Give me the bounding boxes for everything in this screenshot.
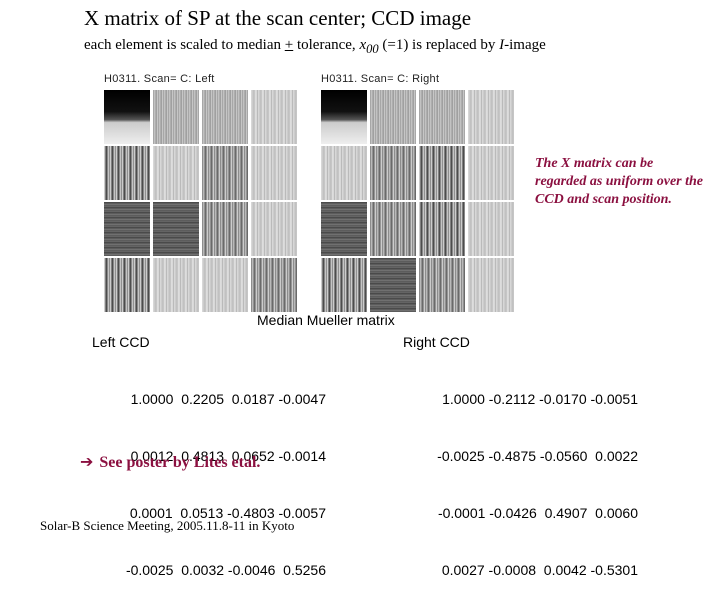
poster-reference: ➔ See poster by Lites etal. [80,452,260,472]
right-tile-3-3 [468,258,514,312]
subtitle-part1: each element is scaled to median [84,37,285,53]
right-ccd-image-grid [321,90,514,312]
arrow-right-icon: ➔ [80,452,94,471]
left-tile-3-3 [251,258,297,312]
left-ccd-label: Left CCD [92,334,150,350]
right-ccd-row: -0.0001 -0.0426 0.4907 0.0060 [437,505,638,521]
left-tile-0-2 [202,90,248,144]
left-tile-2-0 [104,202,150,256]
left-tile-0-1 [153,90,199,144]
subtitle-part2: tolerance, [293,37,360,53]
right-tile-3-1 [370,258,416,312]
subtitle-i-image: I [499,37,505,53]
right-tile-2-1 [370,202,416,256]
left-tile-1-3 [251,146,297,200]
left-ccd-image-grid [104,90,297,312]
left-tile-3-0 [104,258,150,312]
median-matrix-title: Median Mueller matrix [257,312,395,328]
right-tile-0-2 [419,90,465,144]
left-ccd-row: 1.0000 0.2205 0.0187 -0.0047 [130,391,326,407]
right-tile-1-1 [370,146,416,200]
left-tile-0-3 [251,90,297,144]
footer-text: Solar-B Science Meeting, 2005.11.8-11 in… [40,518,295,533]
right-ccd-matrix: 1.0000 -0.2112 -0.0170 -0.0051 -0.0025 -… [400,352,638,599]
subtitle-part4: -image [504,37,546,53]
right-tile-1-2 [419,146,465,200]
right-tile-3-2 [419,258,465,312]
left-tile-0-0 [104,90,150,144]
left-tile-3-1 [153,258,199,312]
left-tile-2-2 [202,202,248,256]
left-ccd-matrix: 1.0000 0.2205 0.0187 -0.0047 0.0012 0.48… [92,352,326,599]
right-ccd-row: 1.0000 -0.2112 -0.0170 -0.0051 [442,391,638,407]
subtitle-x00: x [359,37,367,53]
subtitle-part3: (=1) is replaced by [378,37,500,53]
left-tile-2-3 [251,202,297,256]
right-ccd-row: -0.0025 -0.4875 -0.0560 0.0022 [437,448,638,464]
right-tile-0-1 [370,90,416,144]
uniformity-note: The X matrix can be regarded as uniform … [535,156,703,207]
subtitle-x00-sub: 00 [366,42,379,56]
right-tile-0-3 [468,90,514,144]
right-tile-2-2 [419,202,465,256]
left-ccd-row: -0.0025 0.0032 -0.0046 0.5256 [125,562,326,578]
left-tile-3-2 [202,258,248,312]
left-ccd-row: 0.0001 0.0513 -0.4803 -0.0057 [129,505,326,521]
poster-text: See poster by Lites etal. [99,454,261,471]
right-tile-3-0 [321,258,367,312]
left-tile-1-2 [202,146,248,200]
left-tile-2-1 [153,202,199,256]
right-tile-1-3 [468,146,514,200]
right-ccd-row: 0.0027 -0.0008 0.0042 -0.5301 [441,562,638,578]
right-tile-2-0 [321,202,367,256]
left-panel-label: H0311. Scan= C: Left [104,73,215,85]
slide-title: X matrix of SP at the scan center; CCD i… [84,6,472,30]
slide-subtitle: each element is scaled to median + toler… [84,37,546,57]
left-tile-1-0 [104,146,150,200]
right-tile-2-3 [468,202,514,256]
left-tile-1-1 [153,146,199,200]
right-ccd-label: Right CCD [403,334,470,350]
right-panel-label: H0311. Scan= C: Right [321,73,440,85]
left-ccd-row: 0.0012 0.4813 0.0652 -0.0014 [130,448,326,464]
right-tile-0-0 [321,90,367,144]
subtitle-plus: + [284,37,294,53]
right-tile-1-0 [321,146,367,200]
